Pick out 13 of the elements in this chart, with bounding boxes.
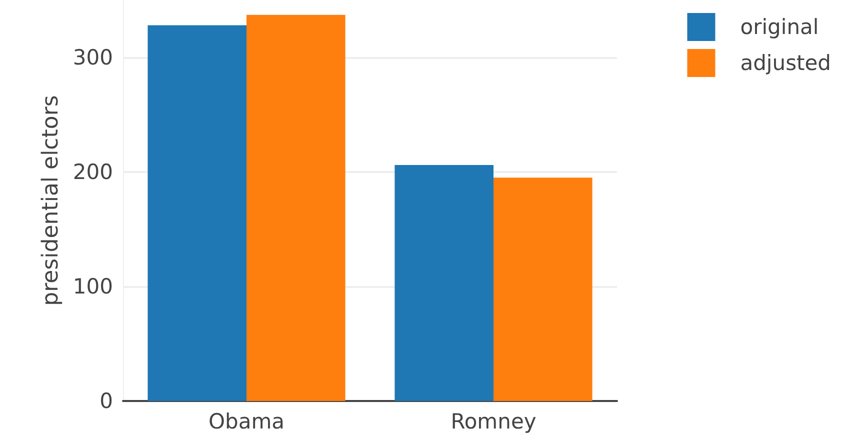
x-tick-label: Obama <box>208 410 285 434</box>
y-axis-title: presidential elctors <box>38 95 64 306</box>
bar <box>494 178 592 401</box>
y-tick-label: 100 <box>72 274 113 298</box>
bar <box>246 14 346 401</box>
x-tick-label: Romney <box>450 410 536 434</box>
y-tick-label: 300 <box>72 45 113 70</box>
bar <box>148 25 246 401</box>
y-tick-label: 0 <box>100 389 113 413</box>
bar <box>394 164 494 401</box>
legend-label: original <box>740 15 819 39</box>
y-tick-label: 200 <box>72 160 113 184</box>
legend-label: adjusted <box>740 51 832 75</box>
